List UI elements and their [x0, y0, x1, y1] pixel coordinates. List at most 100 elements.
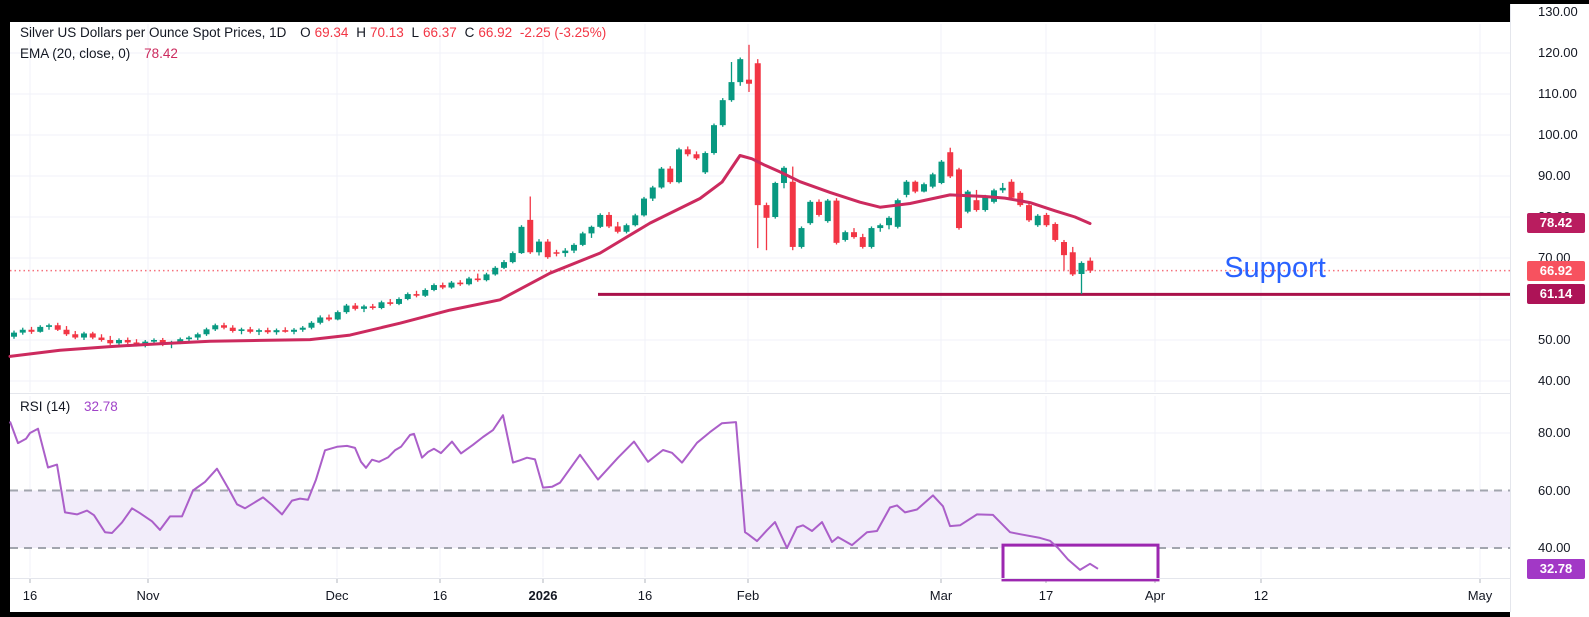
candle-body [518, 226, 525, 254]
candle-body [1034, 215, 1041, 226]
candle-body [903, 181, 910, 195]
candle-body [72, 334, 79, 338]
candle-body [798, 228, 805, 247]
candle-body [37, 326, 44, 332]
candle-body [369, 306, 376, 309]
candle-body [1008, 181, 1015, 198]
candle-body [684, 149, 691, 155]
candle-body [807, 201, 814, 224]
candle-body [1087, 260, 1094, 271]
candle-body [658, 168, 665, 188]
candle-body [1078, 262, 1085, 274]
candle-body [553, 252, 560, 254]
candle-body [28, 329, 35, 332]
candle-body [212, 325, 219, 330]
candle-body [11, 332, 17, 337]
candle-body [842, 232, 849, 240]
candle-body [737, 59, 744, 83]
candle-body [343, 305, 350, 313]
candle-body [676, 149, 682, 183]
candle-body [938, 161, 945, 183]
candle-body [221, 325, 227, 328]
candle-body [719, 100, 726, 126]
candle-body [256, 330, 262, 332]
candle-body [982, 196, 989, 211]
candle-body [177, 339, 184, 343]
candle-body [317, 317, 324, 323]
candle-body [641, 198, 647, 216]
rsi-line [9, 414, 1099, 571]
candle-body [964, 191, 971, 212]
candle-body [1069, 252, 1076, 275]
candle-body [1052, 223, 1059, 240]
candle-body [203, 329, 210, 335]
candle-body [527, 219, 534, 253]
candle-body [597, 214, 604, 227]
candle-body [378, 302, 385, 309]
candle-body [124, 340, 131, 343]
candle-body [588, 226, 595, 234]
candle-body [711, 125, 717, 154]
candle-body [824, 200, 831, 222]
candle-body [151, 340, 157, 342]
candle-body [746, 79, 752, 84]
candle-body [649, 187, 656, 199]
candle-body [929, 174, 936, 187]
candle-body [63, 329, 70, 335]
candle-body [623, 225, 630, 232]
candle-body [291, 329, 297, 332]
candle-body [387, 302, 394, 304]
candle-body [186, 337, 192, 340]
candle-body [448, 282, 455, 288]
candle-body [89, 333, 96, 338]
candle-body [912, 181, 919, 192]
candle-body [229, 327, 236, 331]
candle-body [606, 214, 612, 227]
candle-body [439, 285, 446, 288]
candle-body [361, 306, 367, 309]
candle-body [352, 305, 359, 309]
candle-body [544, 241, 551, 258]
candle-body [772, 182, 779, 217]
candle-body [728, 82, 735, 101]
candle-body [264, 330, 271, 333]
candle-body [921, 184, 927, 192]
candle-body [54, 325, 61, 330]
candle-body [492, 267, 499, 275]
candle-body [107, 340, 114, 344]
candle-body [474, 278, 481, 281]
candle-body [536, 241, 542, 253]
candle-body [299, 327, 306, 330]
candle-body [693, 154, 700, 159]
candle-body [466, 278, 472, 285]
candle-body [422, 289, 429, 296]
candle-body [763, 205, 770, 218]
candle-body [1017, 192, 1024, 206]
candle-body [247, 329, 254, 332]
rsi-highlight-rect[interactable] [1001, 543, 1160, 582]
candle-body [571, 244, 577, 251]
candle-body [81, 333, 87, 338]
candle-body [19, 329, 26, 333]
candle-body [579, 233, 586, 245]
candle-body [282, 330, 289, 332]
candle-body [194, 334, 201, 338]
candle-body [501, 262, 507, 268]
candle-body [789, 181, 796, 247]
candle-body [702, 153, 709, 173]
candle-body [833, 200, 840, 243]
candle-body [1026, 205, 1032, 221]
ema-line [8, 154, 1092, 358]
candle-body [877, 225, 884, 229]
candle-body [326, 317, 332, 320]
candle-body [973, 200, 980, 211]
candle-body [404, 294, 411, 299]
candle-body [859, 237, 866, 247]
axis-panel[interactable] [1510, 4, 1589, 617]
candle-body [273, 330, 280, 333]
candle-body [413, 294, 420, 296]
candle-body [894, 200, 901, 227]
candle-body [308, 322, 315, 328]
